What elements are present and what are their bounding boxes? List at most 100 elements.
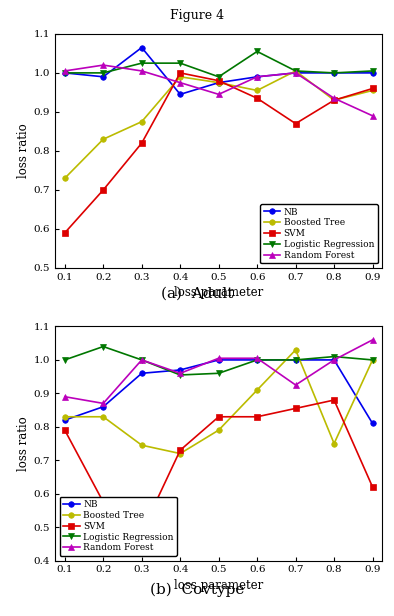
Logistic Regression [370, 356, 375, 363]
NB [255, 73, 260, 81]
NB [216, 356, 221, 363]
X-axis label: loss parameter: loss parameter [174, 286, 263, 299]
Boosted Tree [139, 118, 144, 125]
SVM [178, 447, 182, 454]
Random Forest [255, 73, 260, 81]
Random Forest [101, 62, 106, 69]
NB [255, 356, 260, 363]
Line: NB: NB [62, 357, 375, 426]
Boosted Tree [370, 356, 375, 363]
NB [216, 79, 221, 86]
Random Forest [216, 91, 221, 98]
NB [332, 69, 336, 76]
Random Forest [293, 69, 298, 76]
SVM [293, 405, 298, 412]
Logistic Regression [139, 356, 144, 363]
SVM [178, 69, 182, 76]
Logistic Regression [101, 69, 106, 76]
Boosted Tree [101, 413, 106, 421]
SVM [62, 229, 67, 237]
Logistic Regression [293, 67, 298, 75]
SVM [139, 529, 144, 536]
Random Forest [178, 79, 182, 86]
NB [370, 69, 375, 76]
SVM [255, 413, 260, 421]
Text: (b)  Covtype: (b) Covtype [150, 582, 244, 596]
SVM [216, 77, 221, 84]
NB [62, 69, 67, 76]
Line: Boosted Tree: Boosted Tree [62, 347, 375, 456]
Logistic Regression [216, 73, 221, 81]
Line: Boosted Tree: Boosted Tree [62, 68, 375, 181]
Random Forest [216, 355, 221, 362]
Logistic Regression [101, 343, 106, 351]
SVM [293, 120, 298, 128]
Logistic Regression [216, 370, 221, 377]
Random Forest [370, 112, 375, 120]
NB [62, 416, 67, 424]
Text: (a)  Adult: (a) Adult [161, 286, 233, 301]
SVM [62, 426, 67, 434]
Boosted Tree [332, 97, 336, 104]
Random Forest [332, 356, 336, 363]
NB [178, 367, 182, 374]
Logistic Regression [139, 60, 144, 67]
Y-axis label: loss ratio: loss ratio [17, 124, 30, 178]
SVM [101, 498, 106, 506]
NB [139, 44, 144, 51]
Boosted Tree [62, 413, 67, 421]
Logistic Regression [62, 69, 67, 76]
Logistic Regression [370, 67, 375, 75]
Boosted Tree [62, 174, 67, 182]
Line: NB: NB [62, 45, 375, 97]
SVM [370, 484, 375, 491]
NB [101, 73, 106, 81]
Random Forest [332, 94, 336, 102]
Logistic Regression [332, 353, 336, 360]
Logistic Regression [62, 356, 67, 363]
Boosted Tree [255, 386, 260, 394]
Boosted Tree [139, 442, 144, 449]
SVM [370, 85, 375, 92]
Y-axis label: loss ratio: loss ratio [17, 416, 30, 471]
Random Forest [62, 67, 67, 75]
Logistic Regression [178, 371, 182, 379]
SVM [139, 139, 144, 147]
Logistic Regression [255, 356, 260, 363]
Logistic Regression [332, 69, 336, 76]
Boosted Tree [216, 426, 221, 434]
SVM [332, 396, 336, 403]
Random Forest [62, 393, 67, 400]
NB [293, 69, 298, 76]
Boosted Tree [178, 73, 182, 81]
Boosted Tree [101, 136, 106, 143]
NB [332, 356, 336, 363]
SVM [216, 413, 221, 421]
NB [139, 370, 144, 377]
Random Forest [101, 400, 106, 407]
Boosted Tree [370, 87, 375, 94]
Random Forest [139, 356, 144, 363]
SVM [332, 97, 336, 104]
Boosted Tree [216, 79, 221, 86]
SVM [101, 186, 106, 193]
NB [101, 403, 106, 410]
Boosted Tree [293, 346, 298, 354]
Legend: NB, Boosted Tree, SVM, Logistic Regression, Random Forest: NB, Boosted Tree, SVM, Logistic Regressi… [260, 204, 378, 264]
Line: Random Forest: Random Forest [62, 62, 375, 119]
Line: Logistic Regression: Logistic Regression [62, 49, 375, 79]
NB [370, 419, 375, 427]
NB [293, 356, 298, 363]
X-axis label: loss parameter: loss parameter [174, 578, 263, 591]
Line: SVM: SVM [62, 397, 375, 535]
Boosted Tree [332, 440, 336, 447]
Logistic Regression [255, 48, 260, 55]
Line: Random Forest: Random Forest [62, 337, 375, 406]
Boosted Tree [178, 450, 182, 457]
Text: Figure 4: Figure 4 [170, 9, 224, 22]
Legend: NB, Boosted Tree, SVM, Logistic Regression, Random Forest: NB, Boosted Tree, SVM, Logistic Regressi… [59, 496, 177, 556]
Line: SVM: SVM [62, 70, 375, 236]
Line: Logistic Regression: Logistic Regression [62, 344, 375, 378]
Random Forest [370, 336, 375, 344]
Logistic Regression [178, 60, 182, 67]
